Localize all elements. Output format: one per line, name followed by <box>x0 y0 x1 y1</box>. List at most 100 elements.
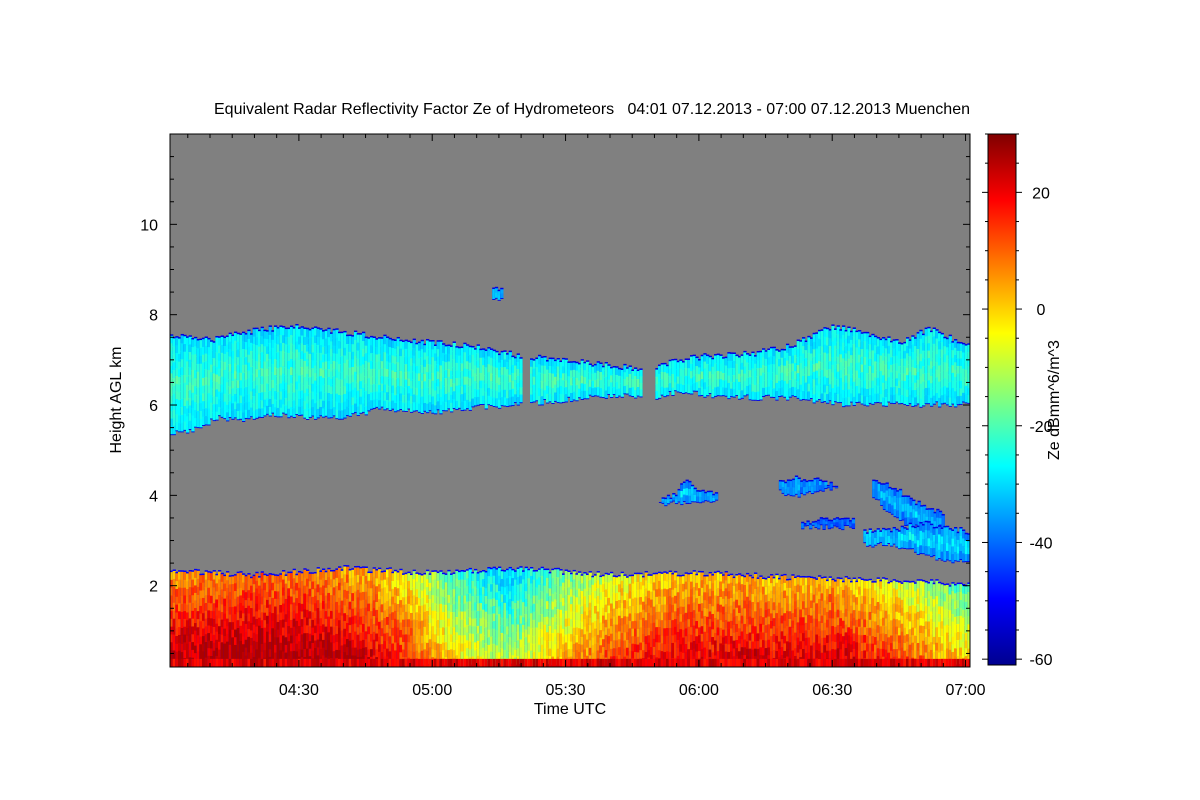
echo-cell <box>375 391 379 400</box>
echo-cell <box>250 630 254 639</box>
echo-cell <box>386 392 390 401</box>
echo-cell <box>378 569 382 578</box>
echo-cell <box>514 365 518 374</box>
echo-cell <box>839 377 843 387</box>
echo-cell <box>618 382 622 390</box>
echo-cell <box>839 362 843 371</box>
echo-cell <box>556 359 560 368</box>
echo-cell <box>466 601 470 610</box>
echo-cell <box>218 376 222 385</box>
echo-cell <box>188 336 192 346</box>
echo-cell <box>292 360 296 370</box>
echo-cell <box>524 644 528 654</box>
echo-cell <box>751 391 755 400</box>
echo-cell <box>412 579 416 588</box>
echo-cell <box>538 380 542 389</box>
echo-cell <box>668 368 672 377</box>
echo-cell <box>415 395 419 404</box>
echo-cell <box>180 359 184 368</box>
echo-cell <box>503 374 507 383</box>
echo-cell <box>202 346 206 356</box>
echo-cell <box>572 619 576 629</box>
echo-cell <box>783 350 787 359</box>
echo-cell <box>324 392 328 401</box>
echo-cell <box>916 341 920 350</box>
echo-cell <box>812 364 816 373</box>
echo-cell <box>170 418 174 427</box>
echo-cell <box>468 577 472 587</box>
echo-cell <box>316 576 320 585</box>
echo-cell <box>316 639 320 649</box>
echo-cell <box>460 378 464 388</box>
echo-cell <box>476 648 480 657</box>
echo-cell <box>556 608 560 618</box>
echo-cell <box>204 579 208 588</box>
echo-cell <box>495 645 499 654</box>
echo-cell <box>903 358 907 367</box>
echo-cell <box>900 358 904 367</box>
echo-cell <box>196 619 200 628</box>
echo-cell <box>434 368 438 377</box>
echo-cell <box>303 336 307 346</box>
echo-cell <box>447 376 451 386</box>
echo-cell <box>188 374 192 384</box>
echo-cell <box>516 361 520 370</box>
echo-cell <box>332 627 336 636</box>
echo-cell <box>306 648 310 658</box>
echo-cell <box>239 357 243 366</box>
echo-cell <box>450 370 454 380</box>
echo-cell <box>474 381 478 390</box>
echo-cell <box>508 397 512 406</box>
echo-cell <box>210 356 214 366</box>
echo-cell <box>756 375 760 385</box>
echo-cell <box>212 358 216 367</box>
echo-cell <box>338 642 342 651</box>
echo-cell <box>292 658 296 667</box>
echo-cell <box>388 354 392 364</box>
echo-cell <box>570 385 574 394</box>
echo-cell <box>204 392 208 402</box>
echo-cell <box>271 643 275 652</box>
echo-cell <box>218 345 222 354</box>
echo-cell <box>215 404 219 413</box>
echo-cell <box>255 649 259 658</box>
echo-cell <box>335 353 339 363</box>
echo-cell <box>410 590 414 599</box>
echo-cell <box>383 392 387 402</box>
echo-cell <box>455 632 459 641</box>
echo-cell <box>783 388 787 397</box>
echo-cell <box>191 385 195 394</box>
echo-cell <box>898 358 902 367</box>
echo-cell <box>447 571 451 580</box>
echo-cell <box>402 642 406 651</box>
echo-cell <box>922 389 926 398</box>
echo-cell <box>602 367 606 376</box>
echo-cell <box>863 356 867 366</box>
echo-cell <box>511 624 515 633</box>
echo-cell <box>274 383 278 392</box>
echo-cell <box>228 349 232 358</box>
echo-cell <box>591 607 595 616</box>
echo-cell <box>490 629 494 638</box>
echo-cell <box>586 631 590 641</box>
echo-cell <box>756 352 760 361</box>
echo-cell <box>796 349 800 358</box>
echo-cell <box>791 355 795 365</box>
echo-cell <box>583 370 587 378</box>
echo-cell <box>564 578 568 588</box>
echo-cell <box>332 595 336 604</box>
echo-cell <box>591 584 595 593</box>
echo-cell <box>362 333 366 342</box>
echo-cell <box>492 583 496 592</box>
echo-cell <box>538 607 542 616</box>
echo-cell <box>260 658 264 667</box>
echo-cell <box>778 351 782 360</box>
echo-cell <box>351 397 355 406</box>
echo-cell <box>746 370 750 379</box>
echo-cell <box>708 357 712 365</box>
echo-cell <box>892 394 896 404</box>
echo-cell <box>676 376 680 385</box>
echo-cell <box>439 627 443 637</box>
echo-cell <box>836 386 840 395</box>
echo-cell <box>618 623 622 633</box>
